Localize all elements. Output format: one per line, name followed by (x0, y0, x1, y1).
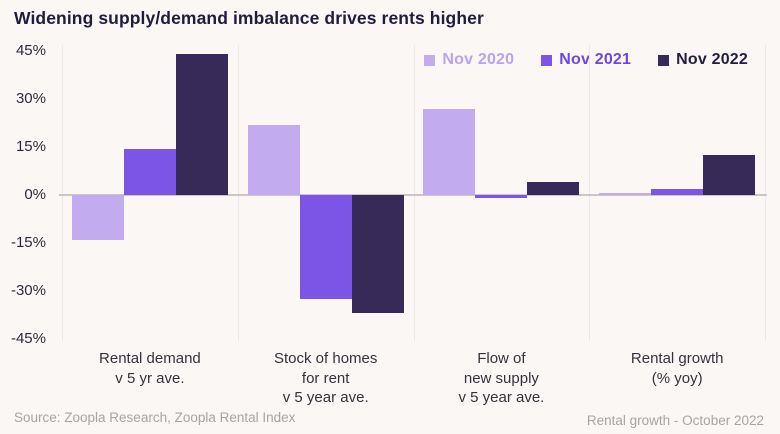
legend-swatch-icon (541, 54, 553, 66)
source-note: Source: Zoopla Research, Zoopla Rental I… (14, 410, 296, 425)
bar-nov-2021-cat0 (123, 148, 176, 195)
category-label-line: new supply (463, 369, 539, 387)
legend-swatch-icon (658, 54, 670, 66)
plot-area (59, 45, 767, 341)
category-label-line: for rent (301, 369, 350, 387)
bar-nov-2022-cat3 (703, 155, 756, 195)
bar-nov-2021-cat3 (651, 188, 704, 195)
bar-nov-2020-cat3 (599, 193, 652, 195)
category-label-line: Flow of (477, 350, 526, 367)
category-separator-line (237, 45, 239, 341)
zero-axis-line (59, 194, 767, 196)
report-caption: Rental growth - October 2022 (586, 413, 764, 428)
category-label: Rental demand v 5 yr ave. (62, 349, 238, 388)
bar-nov-2020-cat1 (247, 124, 300, 195)
bar-nov-2021-cat2 (475, 195, 528, 199)
category-label-line: v 5 year ave. (282, 389, 369, 406)
y-axis-tick-label: 45% (15, 42, 46, 59)
category-label-line: Rental demand (99, 350, 201, 367)
bar-nov-2022-cat1 (351, 195, 404, 314)
bar-nov-2022-cat2 (527, 182, 580, 195)
category-label: Rental growth (% yoy) (589, 349, 765, 388)
legend-item: Nov 2022 (658, 51, 748, 69)
category-separator-line (62, 45, 63, 341)
y-axis-tick-label: 30% (15, 90, 46, 107)
bar-nov-2020-cat2 (423, 108, 476, 195)
category-label: Flow of new supply v 5 year ave. (414, 349, 590, 408)
bar-nov-2021-cat1 (299, 195, 352, 299)
legend: Nov 2020 Nov 2021 Nov 2022 (424, 51, 748, 69)
category-separator-line (413, 45, 415, 341)
bar-nov-2020-cat0 (71, 195, 124, 240)
legend-swatch-icon (424, 54, 436, 66)
category-separator-line (765, 45, 766, 341)
category-label: Stock of homes for rent v 5 year ave. (238, 349, 414, 408)
legend-item: Nov 2020 (424, 51, 514, 69)
y-axis-tick-label: -30% (10, 282, 46, 299)
y-axis-tick-label: 0% (24, 186, 46, 203)
legend-label: Nov 2020 (442, 51, 515, 68)
y-axis-tick-label: -45% (10, 330, 46, 347)
y-axis-tick-label: 15% (15, 138, 46, 155)
category-label-line: v 5 year ave. (458, 389, 545, 406)
category-label-line: v 5 yr ave. (115, 369, 185, 387)
category-label-line: Stock of homes (274, 350, 378, 367)
legend-label: Nov 2021 (559, 51, 632, 68)
chart-title: Widening supply/demand imbalance drives … (14, 8, 484, 28)
legend-item: Nov 2021 (541, 51, 631, 69)
legend-label: Nov 2022 (676, 51, 748, 68)
category-label-line: Rental growth (630, 350, 724, 367)
category-separator-line (589, 45, 591, 341)
y-axis-tick-label: -15% (10, 234, 46, 251)
bar-nov-2022-cat0 (175, 54, 228, 195)
category-label-line: (% yoy) (651, 369, 703, 387)
